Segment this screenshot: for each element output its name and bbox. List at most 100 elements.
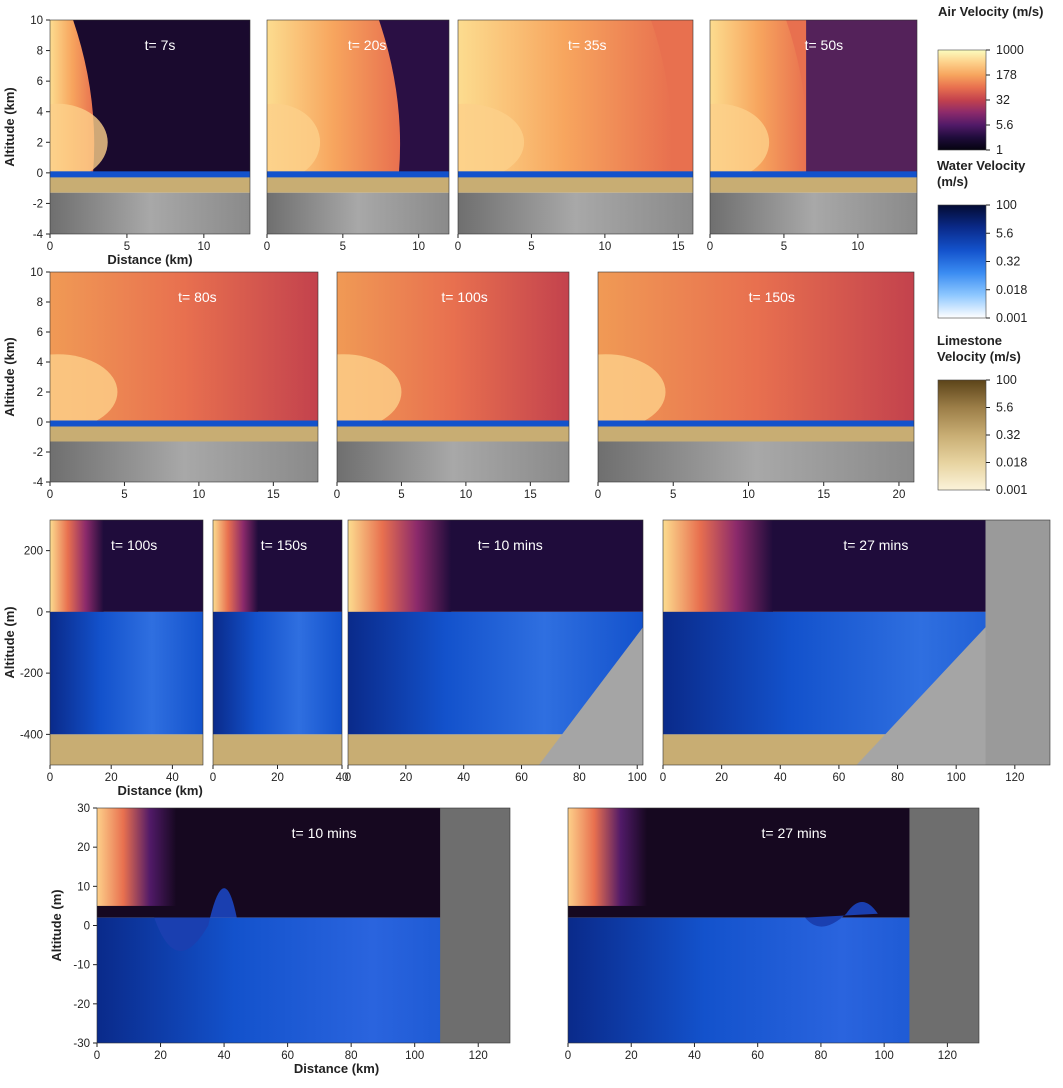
colorbar-air: Air Velocity (m/s) 1000 178 32 5.6 1 bbox=[937, 4, 1043, 157]
water-layer bbox=[50, 420, 318, 427]
y-tick-label: 0 bbox=[37, 168, 43, 180]
y-tick-label: -10 bbox=[73, 960, 90, 972]
x-tick-label: 5 bbox=[670, 489, 676, 501]
x-tick-label: 0 bbox=[94, 1050, 100, 1062]
hot-plume bbox=[50, 354, 118, 430]
limestone-layer bbox=[710, 177, 917, 193]
hot-plume bbox=[50, 103, 108, 181]
colorbar-water: Water Velocity(m/s) 100 5.6 0.32 0.018 0.001 bbox=[937, 158, 1027, 325]
x-tick-label: 0 bbox=[455, 241, 461, 253]
panel-time-label: t= 7s bbox=[145, 37, 176, 53]
y-tick-label: 4 bbox=[37, 357, 44, 369]
panel-7: t= 150s 0 5 10 15 20 bbox=[595, 271, 915, 501]
y-tick-label: 0 bbox=[37, 417, 43, 429]
x-tick-label: 20 bbox=[154, 1050, 167, 1062]
y-tick-label: -400 bbox=[20, 729, 43, 741]
x-tick-label: 40 bbox=[336, 772, 349, 784]
x-axis: 0 5 10 bbox=[264, 234, 425, 253]
x-tick-label: 0 bbox=[707, 241, 713, 253]
water-layer bbox=[337, 420, 569, 427]
x-axis: 0 20 40 bbox=[210, 765, 349, 784]
panel-9: t= 150s 0 20 40 bbox=[210, 519, 349, 784]
colorbar-tick-label: 0.018 bbox=[996, 456, 1027, 470]
wave-crest bbox=[154, 888, 237, 952]
x-axis-label: Distance (km) bbox=[118, 783, 203, 798]
rock-layer bbox=[50, 192, 250, 234]
x-tick-label: 20 bbox=[399, 772, 412, 784]
x-axis: 0 5 10 15 bbox=[334, 482, 537, 501]
colorbar-gradient bbox=[937, 379, 987, 491]
x-axis: 0 5 10 bbox=[707, 234, 864, 253]
x-tick-label: 10 bbox=[197, 241, 210, 253]
x-tick-label: 80 bbox=[573, 772, 586, 784]
hot-air-columns bbox=[50, 520, 104, 612]
y-tick-label: -2 bbox=[33, 447, 43, 459]
water-layer bbox=[598, 420, 914, 427]
x-axis-label: Distance (km) bbox=[107, 252, 192, 267]
panel-time-label: t= 50s bbox=[805, 37, 844, 53]
limestone-layer bbox=[267, 177, 449, 193]
colorbar-tick-label: 5.6 bbox=[996, 118, 1013, 132]
colorbar-title: Velocity (m/s) bbox=[937, 349, 1021, 364]
x-tick-label: 0 bbox=[565, 1050, 571, 1062]
y-tick-label: 0 bbox=[37, 607, 43, 619]
x-tick-label: 40 bbox=[688, 1050, 701, 1062]
panel-11: t= 27 mins 0 20 40 60 80 100 120 bbox=[660, 519, 1051, 784]
x-tick-label: 80 bbox=[815, 1050, 828, 1062]
y-tick-label: 20 bbox=[77, 842, 90, 854]
x-tick-label: 0 bbox=[264, 241, 270, 253]
y-tick-label: -4 bbox=[33, 477, 44, 489]
water-body bbox=[50, 611, 203, 735]
x-tick-label: 80 bbox=[345, 1050, 358, 1062]
panel-2: t= 20s 0 5 10 bbox=[264, 19, 450, 253]
y-axis-label: Altitude (km) bbox=[2, 337, 17, 416]
panel-time-label: t= 20s bbox=[348, 37, 387, 53]
colorbar-tick-label: 0.001 bbox=[996, 311, 1027, 325]
x-tick-label: 120 bbox=[938, 1050, 957, 1062]
limestone-layer bbox=[213, 734, 342, 765]
x-tick-label: 15 bbox=[267, 489, 280, 501]
panel-time-label: t= 10 mins bbox=[478, 537, 543, 553]
x-axis: 0 5 10 15 bbox=[47, 482, 280, 501]
x-tick-label: 15 bbox=[672, 241, 685, 253]
colorbar-tick-label: 0.32 bbox=[996, 255, 1020, 269]
panel-time-label: t= 150s bbox=[749, 289, 795, 305]
x-tick-label: 5 bbox=[781, 241, 787, 253]
colorbar-tick-label: 100 bbox=[996, 373, 1017, 387]
limestone-layer bbox=[598, 426, 914, 442]
y-tick-label: -2 bbox=[33, 198, 43, 210]
colorbar-tick-label: 0.32 bbox=[996, 428, 1020, 442]
rock-layer bbox=[458, 192, 693, 234]
x-tick-label: 60 bbox=[833, 772, 846, 784]
y-tick-label: 0 bbox=[84, 921, 90, 933]
x-axis: 0 20 40 60 80 100 120 bbox=[565, 1043, 957, 1062]
x-tick-label: 0 bbox=[210, 772, 216, 784]
x-tick-label: 20 bbox=[715, 772, 728, 784]
colorbar-title: (m/s) bbox=[937, 174, 968, 189]
x-tick-label: 60 bbox=[751, 1050, 764, 1062]
x-tick-label: 10 bbox=[192, 489, 205, 501]
panel-13: t= 27 mins 0 20 40 60 80 100 120 bbox=[565, 807, 980, 1062]
hot-plume bbox=[337, 354, 402, 430]
panel-6: t= 100s 0 5 10 15 bbox=[334, 271, 570, 501]
x-tick-label: 40 bbox=[166, 772, 179, 784]
colorbar-title: Limestone bbox=[937, 333, 1002, 348]
y-tick-label: 6 bbox=[37, 327, 43, 339]
rock-layer bbox=[337, 441, 569, 482]
colorbar-tick-label: 0.001 bbox=[996, 483, 1027, 497]
rock-layer bbox=[50, 441, 318, 482]
x-tick-label: 5 bbox=[124, 241, 130, 253]
colorbar-tick-label: 32 bbox=[996, 93, 1010, 107]
x-tick-label: 0 bbox=[660, 772, 666, 784]
x-tick-label: 100 bbox=[405, 1050, 424, 1062]
panel-time-label: t= 80s bbox=[178, 289, 217, 305]
x-tick-label: 0 bbox=[595, 489, 601, 501]
panel-time-label: t= 10 mins bbox=[292, 825, 357, 841]
x-tick-label: 80 bbox=[891, 772, 904, 784]
panel-time-label: t= 27 mins bbox=[843, 537, 908, 553]
x-tick-label: 5 bbox=[121, 489, 127, 501]
panel-time-label: t= 27 mins bbox=[762, 825, 827, 841]
y-tick-label: 8 bbox=[37, 46, 43, 58]
colorbar-tick-label: 5.6 bbox=[996, 226, 1013, 240]
